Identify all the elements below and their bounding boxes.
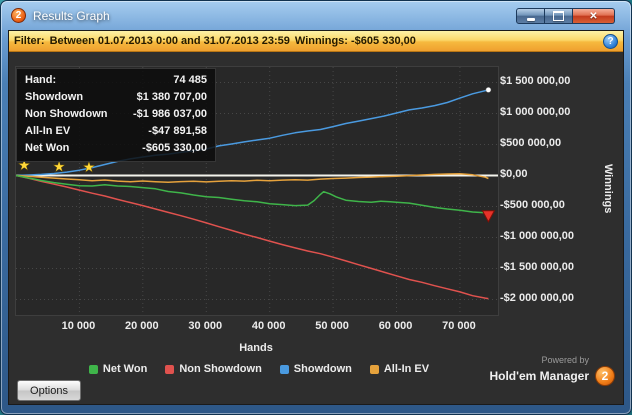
legend-item-showdown: Showdown — [279, 363, 352, 375]
line-end-dot-icon — [485, 87, 492, 93]
tooltip-value: $1 380 707,00 — [136, 91, 207, 103]
y-tick-label: -$1 000 000,00 — [500, 229, 575, 242]
legend-item-net-won: Net Won — [88, 363, 148, 375]
x-tick-label: 50 000 — [315, 320, 349, 332]
y-tick-label: -$1 500 000,00 — [500, 260, 575, 273]
powered-by-label: Powered by — [541, 355, 589, 365]
y-tick-label: -$2 000 000,00 — [500, 291, 575, 304]
brand-row: Hold'em Manager 2 — [489, 366, 615, 386]
series-line-non-showdown — [16, 174, 489, 300]
tooltip-value: -$47 891,58 — [148, 125, 207, 137]
tooltip-label: All-In EV — [25, 125, 71, 137]
filter-label: Filter: — [14, 35, 45, 47]
tooltip-value: -$605 330,00 — [142, 142, 207, 154]
star-marker-icon: ★ — [83, 161, 95, 176]
close-icon: ✕ — [589, 10, 598, 22]
y-axis-title: Winnings — [602, 164, 614, 214]
tooltip-row: Non Showdown -$1 986 037,00 — [25, 106, 207, 123]
filter-bar: Filter: Between 01.07.2013 0:00 and 31.0… — [9, 31, 623, 52]
x-tick-label: 40 000 — [251, 320, 286, 332]
legend-swatch-icon — [88, 364, 98, 374]
x-tick-label: 10 000 — [61, 320, 96, 332]
window-title: Results Graph — [33, 9, 110, 23]
legend-label: Showdown — [293, 363, 352, 375]
tooltip-row: All-In EV -$47 891,58 — [25, 123, 207, 140]
filter-winnings-text: Winnings: -$605 330,00 — [294, 35, 416, 47]
legend-label: Non Showdown — [179, 363, 262, 375]
y-tick-label: $1 000 000,00 — [500, 105, 571, 118]
star-marker-icon: ★ — [53, 160, 65, 175]
app-logo-text: 2 — [15, 10, 22, 21]
legend-swatch-icon — [279, 364, 289, 374]
window-controls: ✕ — [516, 8, 615, 24]
legend-label: Net Won — [102, 363, 148, 375]
brand-name: Hold'em Manager — [489, 369, 589, 383]
legend-item-non-showdown: Non Showdown — [165, 363, 262, 375]
y-tick-label: $1 500 000,00 — [500, 74, 571, 87]
tooltip-row: Hand: 74 485 — [25, 72, 207, 89]
x-tick-label: 30 000 — [188, 320, 223, 332]
options-button[interactable]: Options — [17, 380, 81, 401]
current-hand-marker-icon — [481, 210, 496, 223]
maximize-icon — [553, 11, 564, 21]
maximize-button[interactable] — [545, 8, 573, 24]
tooltip-label: Showdown — [25, 91, 84, 103]
tooltip-row: Showdown $1 380 707,00 — [25, 89, 207, 106]
help-icon: ? — [607, 35, 614, 47]
chart-area: ★ ★ ★ Hand: 74 485 Showdown $1 380 707,00 … — [9, 52, 623, 404]
tooltip-label: Net Won — [25, 142, 70, 154]
hm2-badge-text: 2 — [601, 369, 609, 383]
y-tick-label: $0,00 — [500, 167, 528, 180]
chart-legend: Net Won Non Showdown Showdown All-In EV — [9, 363, 509, 375]
hm2-badge-icon: 2 — [595, 366, 615, 386]
star-marker-icon: ★ — [18, 159, 30, 174]
tooltip-value: -$1 986 037,00 — [132, 108, 207, 120]
plot-area[interactable]: ★ ★ ★ — [15, 66, 499, 316]
series-line-all-in-ev — [16, 173, 489, 184]
x-tick-label: 70 000 — [442, 320, 476, 332]
legend-label: All-In EV — [383, 363, 430, 375]
y-tick-label: $500 000,00 — [500, 136, 562, 149]
help-button[interactable]: ? — [603, 33, 618, 49]
legend-swatch-icon — [369, 364, 379, 374]
hover-tooltip: Hand: 74 485 Showdown $1 380 707,00 Non … — [16, 68, 216, 162]
tooltip-row: Net Won -$605 330,00 — [25, 140, 207, 157]
x-axis-title: Hands — [239, 342, 273, 354]
x-tick-label: 60 000 — [378, 320, 413, 332]
series-line-showdown — [16, 89, 489, 177]
window-content: Filter: Between 01.07.2013 0:00 and 31.0… — [8, 30, 624, 405]
tooltip-label: Non Showdown — [25, 108, 108, 120]
series-line-net-won — [16, 174, 489, 214]
tooltip-value: 74 485 — [173, 74, 207, 86]
titlebar[interactable]: 2 Results Graph ✕ — [1, 1, 631, 30]
legend-item-all-in-ev: All-In EV — [369, 363, 430, 375]
tooltip-label: Hand: — [25, 74, 57, 86]
y-tick-label: -$500 000,00 — [500, 198, 565, 211]
minimize-icon — [526, 17, 535, 21]
close-button[interactable]: ✕ — [573, 8, 615, 24]
app-logo-icon: 2 — [11, 8, 26, 23]
x-tick-label: 20 000 — [125, 320, 159, 332]
powered-by: Powered by Hold'em Manager 2 — [489, 355, 615, 386]
filter-range-text: Between 01.07.2013 0:00 and 31.07.2013 2… — [49, 35, 290, 47]
legend-swatch-icon — [165, 364, 175, 374]
minimize-button[interactable] — [516, 8, 545, 24]
